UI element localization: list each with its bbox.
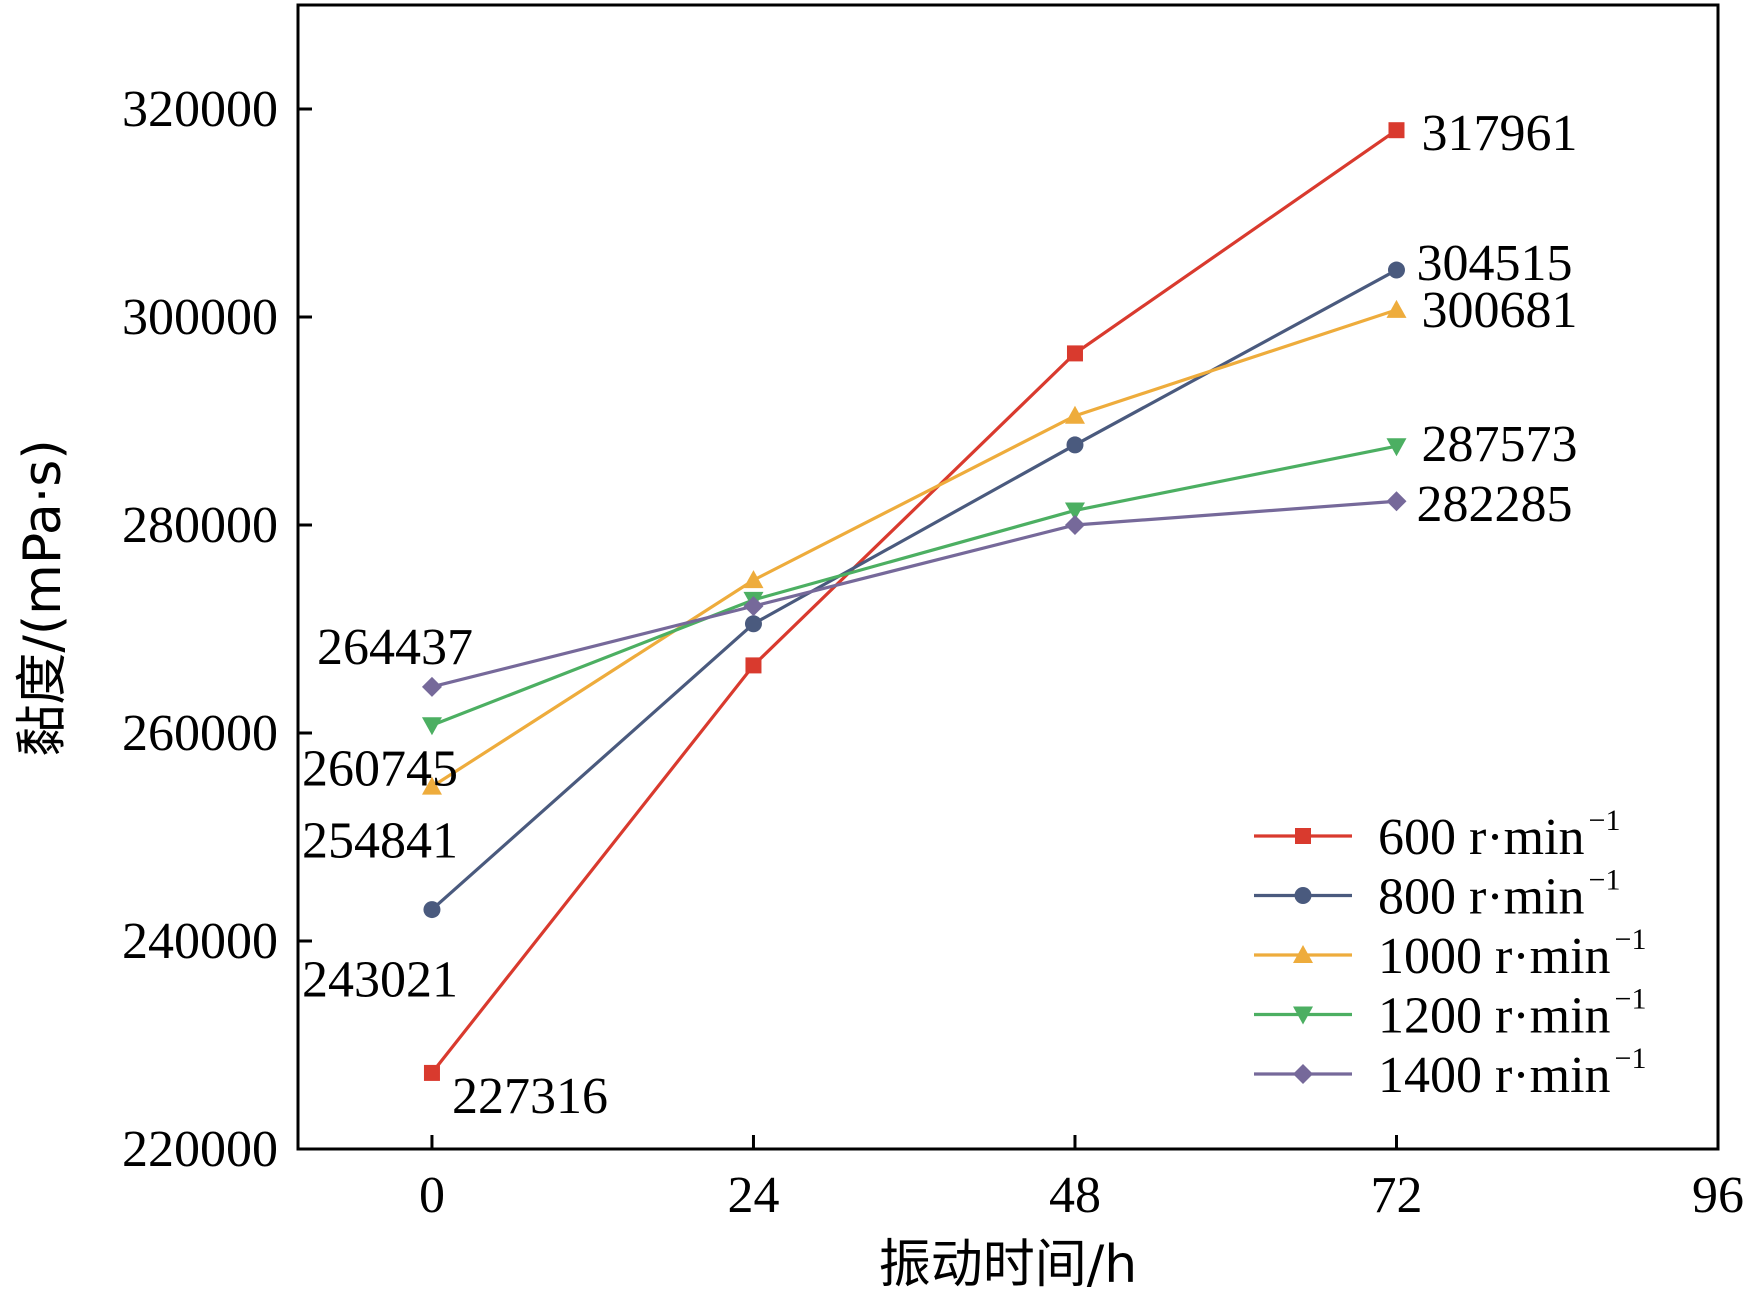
series-4 (421, 491, 1407, 697)
data-point-4-1 (743, 596, 764, 617)
legend-label-1: 800 r·min −1 (1378, 864, 1620, 926)
legend-marker-2 (1293, 945, 1313, 963)
data-point-4-0 (421, 676, 442, 697)
legend-item-1: 800 r·min −1 (1254, 864, 1620, 926)
series-line-4 (431, 499, 1397, 689)
legend-marker-4 (1293, 1064, 1313, 1084)
series-line-3 (431, 444, 1397, 727)
data-point-3-0 (421, 717, 442, 736)
data-point-2-1 (743, 570, 764, 589)
x-tick-label-72: 72 (1370, 1167, 1422, 1224)
legend-label-2: 1000 r·min −1 (1378, 923, 1646, 985)
data-point-3-2 (1064, 502, 1085, 521)
legend-label-sup-4: −1 (1615, 1042, 1647, 1075)
plot-frame (296, 3, 1720, 1151)
data-point-0-1 (745, 657, 762, 674)
series-3 (421, 438, 1407, 736)
legend-item-2: 1000 r·min −1 (1254, 923, 1646, 985)
series-0 (423, 122, 1405, 1081)
legend-label-3: 1200 r·min −1 (1378, 983, 1646, 1045)
data-label-0-0: 227316 (452, 1068, 608, 1125)
data-point-1-1 (744, 615, 762, 633)
data-point-1-0 (423, 901, 441, 919)
legend-marker-0 (1295, 828, 1311, 844)
data-point-4-3 (1386, 491, 1407, 512)
y-tick-label-240000: 240000 (122, 913, 278, 970)
axis-ticks: 0 24 48 72 96 220000 240000 260000 280000 300000 3… (122, 81, 1744, 1224)
series-1 (423, 261, 1405, 919)
legend-marker-1 (1294, 887, 1312, 904)
data-point-1-3 (1387, 261, 1405, 279)
data-label-4-3: 282285 (1416, 476, 1572, 533)
legend-marker-3 (1293, 1006, 1313, 1025)
legend-item-3: 1200 r·min −1 (1254, 983, 1646, 1045)
data-point-3-3 (1386, 438, 1407, 457)
y-tick-label-320000: 320000 (122, 81, 278, 138)
data-point-0-2 (1066, 345, 1083, 362)
data-label-1-3: 304515 (1416, 235, 1572, 292)
legend-label-0: 600 r·min −1 (1378, 804, 1620, 866)
y-tick-label-220000: 220000 (122, 1121, 278, 1178)
legend-label-sup-2: −1 (1615, 923, 1647, 956)
x-tick-label-0: 0 (419, 1167, 445, 1224)
series-line-0 (430, 128, 1398, 1074)
data-point-0-0 (423, 1064, 440, 1081)
data-point-2-0 (421, 776, 442, 795)
data-point-2-2 (1064, 405, 1085, 424)
data-point-0-3 (1388, 122, 1405, 139)
x-tick-label-48: 48 (1049, 1167, 1101, 1224)
data-label-0-3: 317961 (1421, 105, 1577, 162)
legend-item-0: 600 r·min −1 (1254, 804, 1620, 866)
data-point-1-2 (1066, 436, 1084, 454)
data-point-4-2 (1064, 515, 1085, 535)
legend-label-sup-1: −1 (1589, 864, 1621, 897)
series-layer (421, 122, 1407, 1081)
legend-label-4: 1400 r·min −1 (1378, 1042, 1646, 1104)
x-tick-label-24: 24 (727, 1167, 779, 1224)
series-line-1 (430, 268, 1398, 911)
data-label-3-0: 260745 (302, 740, 458, 797)
data-label-3-3: 287573 (1421, 416, 1577, 473)
x-axis-title: 振动时间/h (879, 1235, 1137, 1295)
data-point-2-3 (1386, 299, 1407, 318)
data-label-1-0: 243021 (302, 952, 458, 1009)
y-axis-title: 黏度/(mPa·s) (13, 439, 73, 756)
y-tick-label-260000: 260000 (122, 705, 278, 762)
x-tick-label-96: 96 (1692, 1167, 1744, 1224)
data-label-4-0: 264437 (317, 619, 473, 676)
legend-label-sup-3: −1 (1615, 983, 1647, 1016)
data-labels: 227316 317961 243021 304515 254841 300681 2607… (302, 105, 1578, 1125)
series-line-2 (431, 308, 1397, 788)
data-label-2-0: 254841 (302, 813, 458, 870)
legend-item-4: 1400 r·min −1 (1254, 1042, 1646, 1104)
y-tick-label-300000: 300000 (122, 289, 278, 346)
y-tick-label-280000: 280000 (122, 497, 278, 554)
series-2 (421, 299, 1407, 795)
data-label-2-3: 300681 (1421, 282, 1577, 339)
legend-label-sup-0: −1 (1589, 804, 1621, 837)
